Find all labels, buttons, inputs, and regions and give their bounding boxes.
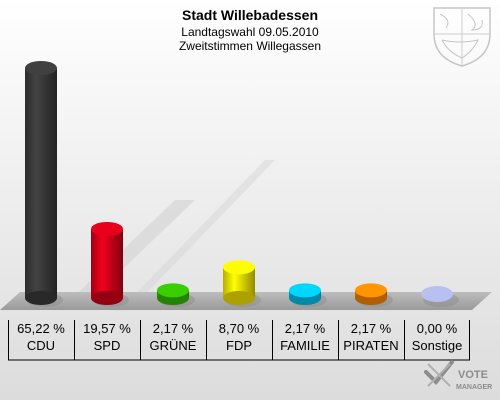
- bar-bottom: [223, 291, 255, 305]
- category-label: CDU: [27, 338, 55, 353]
- category-label: FAMILIE: [280, 338, 330, 353]
- chart-subtitle: Landtagswahl 09.05.2010: [181, 25, 319, 39]
- value-label: 0,00 %: [417, 321, 458, 336]
- bars-layer: [25, 61, 459, 307]
- category-label: Sonstige: [412, 338, 463, 353]
- bar-top: [223, 260, 255, 275]
- bar-top: [157, 283, 189, 298]
- category-label: FDP: [226, 338, 252, 353]
- vote-manager-watermark: VOTE MANAGER: [424, 360, 492, 391]
- bar-top: [91, 221, 123, 236]
- backdrop-shadow: [120, 160, 275, 310]
- bar-familie: [289, 283, 327, 307]
- bar-fdp: [223, 260, 261, 307]
- value-label: 2,17 %: [351, 321, 392, 336]
- chart-title: Stadt Willebadessen: [182, 7, 318, 23]
- category-label: GRÜNE: [150, 338, 197, 353]
- bar-spd: [91, 221, 129, 307]
- bar-body: [25, 68, 57, 298]
- bar-bottom: [25, 291, 57, 305]
- category-label: SPD: [94, 338, 121, 353]
- watermark-brand: VOTE: [458, 369, 488, 381]
- value-label: 2,17 %: [153, 321, 194, 336]
- watermark-sub: MANAGER: [456, 384, 492, 391]
- checkmark-icon: [424, 360, 454, 387]
- value-label: 2,17 %: [285, 321, 326, 336]
- chart-subtitle-2: Zweitstimmen Willegassen: [179, 39, 321, 53]
- bar-top: [289, 283, 321, 298]
- nrw-coat-of-arms-icon: [433, 7, 491, 67]
- bar-grüne: [157, 283, 195, 307]
- category-label: PIRATEN: [343, 338, 398, 353]
- bar-bottom: [91, 291, 123, 305]
- bar-top: [25, 61, 57, 75]
- value-label: 65,22 %: [17, 321, 65, 336]
- bar-cdu: [25, 61, 63, 307]
- bar-piraten: [355, 283, 393, 307]
- bar-top: [421, 286, 453, 302]
- bar-body: [91, 228, 123, 298]
- labels-layer: 65,22 % CDU 19,57 % SPD 2,17 % GRÜNE 8,70 % FDP…: [8, 320, 470, 361]
- bar-top: [355, 283, 387, 298]
- value-label: 8,70 %: [219, 321, 260, 336]
- value-label: 19,57 %: [83, 321, 131, 336]
- bar-sonstige: [421, 286, 459, 307]
